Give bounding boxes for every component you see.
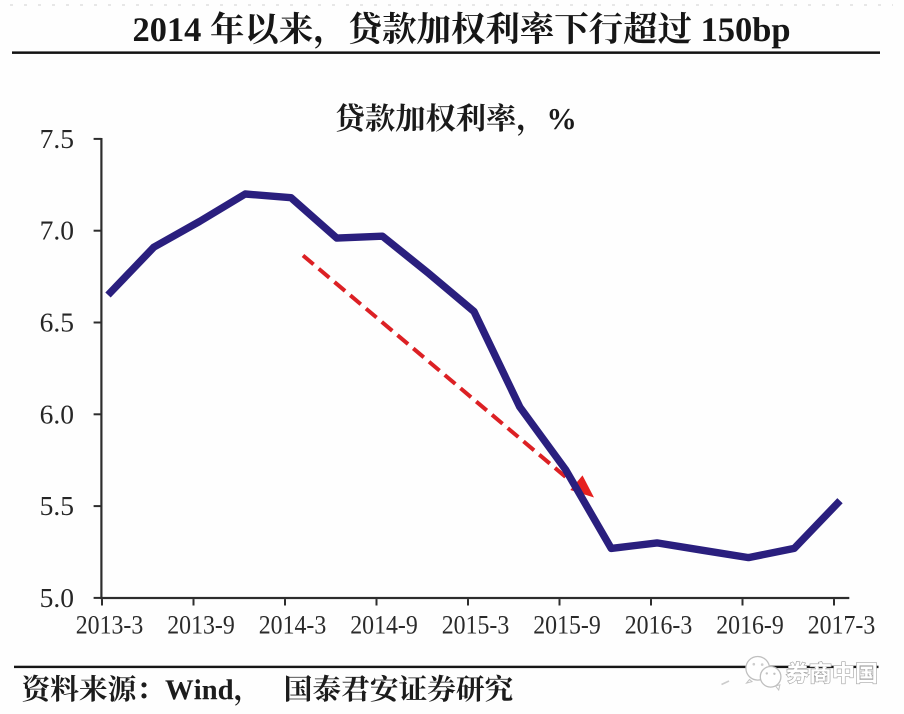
- svg-text:6.5: 6.5: [40, 307, 74, 338]
- svg-text:2016-3: 2016-3: [625, 609, 693, 639]
- svg-text:2016-9: 2016-9: [716, 609, 784, 639]
- svg-text:5.0: 5.0: [40, 582, 74, 613]
- svg-text:7.0: 7.0: [40, 215, 74, 246]
- svg-text:5.5: 5.5: [40, 490, 74, 521]
- svg-text:2013-3: 2013-3: [76, 609, 144, 639]
- svg-text:2017-3: 2017-3: [808, 609, 876, 639]
- svg-text:7.5: 7.5: [40, 123, 74, 154]
- svg-text:6.0: 6.0: [40, 398, 74, 429]
- svg-text:2013-9: 2013-9: [167, 609, 235, 639]
- svg-text:2014-3: 2014-3: [259, 609, 327, 639]
- svg-text:2015-3: 2015-3: [442, 609, 510, 639]
- svg-text:2014-9: 2014-9: [350, 609, 418, 639]
- svg-text:2015-9: 2015-9: [533, 609, 601, 639]
